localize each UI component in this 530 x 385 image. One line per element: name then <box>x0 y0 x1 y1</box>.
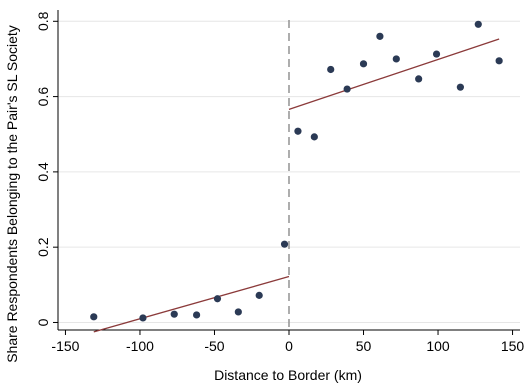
data-point-19 <box>495 57 503 65</box>
data-point-9 <box>310 133 318 141</box>
y-tick-label-2: 0.4 <box>35 162 51 182</box>
x-axis-title: Distance to Border (km) <box>214 367 362 383</box>
data-point-10 <box>327 65 335 74</box>
data-point-15 <box>415 75 423 83</box>
tick-labels: 0 0.2 0.4 0.6 0.8 -150 -100 -50 0 50 100 150 <box>35 11 524 354</box>
data-point-3 <box>193 311 201 319</box>
y-tick-label-4: 0.8 <box>35 11 51 31</box>
y-tick-label-3: 0.6 <box>35 87 51 107</box>
data-point-12 <box>359 60 368 68</box>
data-point-17 <box>456 83 464 91</box>
y-tick-label-0: 0 <box>35 318 51 326</box>
data-point-0 <box>90 313 98 321</box>
data-point-8 <box>294 127 302 135</box>
x-tick-label-5: 100 <box>426 338 450 354</box>
y-axis-title: Share Respondents Belonging to the Pair'… <box>4 25 20 363</box>
data-point-11 <box>343 85 351 93</box>
x-tick-label-3: 0 <box>285 338 293 354</box>
x-tick-label-2: -50 <box>204 338 224 354</box>
fit-line-1 <box>288 38 500 111</box>
data-point-6 <box>255 291 263 299</box>
data-point-18 <box>474 20 482 28</box>
fit-line-0 <box>93 275 290 333</box>
x-tick-label-4: 50 <box>356 338 372 354</box>
data-point-5 <box>234 308 242 316</box>
data-point-4 <box>213 295 222 303</box>
y-tick-label-1: 0.2 <box>35 237 51 257</box>
data-point-2 <box>170 310 178 318</box>
data-points <box>90 20 503 322</box>
x-tick-label-0: -150 <box>51 338 79 354</box>
x-tick-label-6: 150 <box>501 338 525 354</box>
fit-lines <box>93 38 500 333</box>
axes <box>53 10 520 335</box>
data-point-1 <box>139 314 147 322</box>
x-tick-label-1: -100 <box>126 338 154 354</box>
data-point-14 <box>392 55 400 63</box>
data-point-13 <box>376 32 384 40</box>
data-point-16 <box>432 50 441 58</box>
data-point-7 <box>280 240 289 248</box>
